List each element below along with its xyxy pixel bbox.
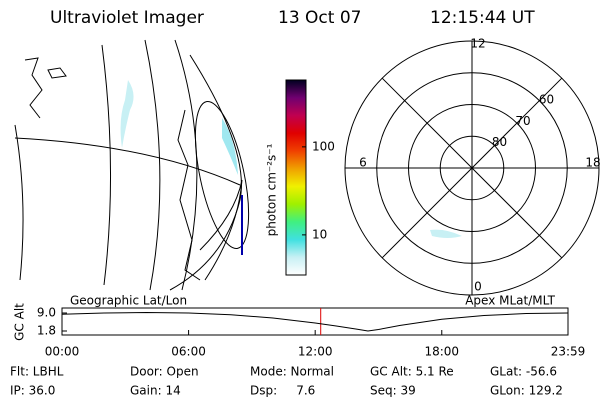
lat-label: 70 bbox=[515, 114, 530, 128]
coastline bbox=[25, 58, 42, 118]
altitude-plot: 1.8 9.0 00:00 06:00 12:00 18:00 23:59 bbox=[37, 306, 585, 359]
y-tick-label: 9.0 bbox=[37, 306, 56, 320]
date: 13 Oct 07 bbox=[278, 8, 361, 28]
status-field: Seq: 39 bbox=[370, 384, 416, 398]
footer: Flt: LBHL Door: Open Mode: Normal GC Alt: 5… bbox=[10, 365, 563, 398]
colorbar-label: photon cm⁻²s⁻¹ bbox=[265, 143, 279, 236]
status-field: IP: 36.0 bbox=[10, 384, 55, 398]
coastline bbox=[48, 68, 66, 78]
status-field: Flt: LBHL bbox=[10, 365, 64, 379]
status-field: GC Alt: 5.1 Re bbox=[370, 365, 454, 379]
status-field: Dsp: 7.6 bbox=[250, 384, 315, 398]
time: 12:15:44 UT bbox=[430, 8, 535, 28]
aurora bbox=[430, 230, 462, 238]
right-caption: Apex MLat/MLT bbox=[465, 294, 555, 308]
meridian bbox=[102, 45, 111, 285]
status-field: Door: Open bbox=[130, 365, 199, 379]
mlt-label: 12 bbox=[470, 37, 485, 51]
lat-label: 60 bbox=[539, 93, 554, 107]
title: Ultraviolet Imager bbox=[50, 8, 204, 28]
x-tick-label: 12:00 bbox=[298, 345, 333, 359]
status-field: GLat: -56.6 bbox=[490, 365, 557, 379]
y-tick-label: 1.8 bbox=[37, 324, 56, 338]
x-tick-label: 06:00 bbox=[171, 345, 206, 359]
y-axis-label: GC Alt bbox=[13, 303, 27, 341]
lat-label: 80 bbox=[492, 135, 507, 149]
aurora bbox=[121, 80, 134, 148]
x-tick-label: 18:00 bbox=[424, 345, 459, 359]
map bbox=[15, 40, 259, 290]
left-caption: Geographic Lat/Lon bbox=[70, 294, 187, 308]
colorbar: 10 100 bbox=[286, 80, 335, 275]
status-field: GLon: 129.2 bbox=[490, 384, 563, 398]
meridian bbox=[170, 55, 241, 290]
status-field: Gain: 14 bbox=[130, 384, 181, 398]
meridian bbox=[145, 40, 160, 290]
parallel bbox=[15, 138, 240, 185]
altitude-line bbox=[62, 313, 568, 332]
x-tick-label: 23:59 bbox=[551, 345, 586, 359]
x-tick-label: 00:00 bbox=[45, 345, 80, 359]
oval bbox=[200, 180, 242, 280]
colorbar-tick-label: 100 bbox=[312, 139, 335, 153]
status-field: Mode: Normal bbox=[250, 365, 334, 379]
meridian bbox=[15, 125, 23, 280]
mlt-label: 6 bbox=[359, 156, 367, 170]
mlt-label: 0 bbox=[474, 280, 482, 294]
colorbar-fill bbox=[286, 80, 306, 275]
polar-plot: 607080121860 bbox=[345, 37, 600, 296]
colorbar-tick-label: 10 bbox=[312, 227, 327, 241]
mlt-label: 18 bbox=[585, 156, 600, 170]
